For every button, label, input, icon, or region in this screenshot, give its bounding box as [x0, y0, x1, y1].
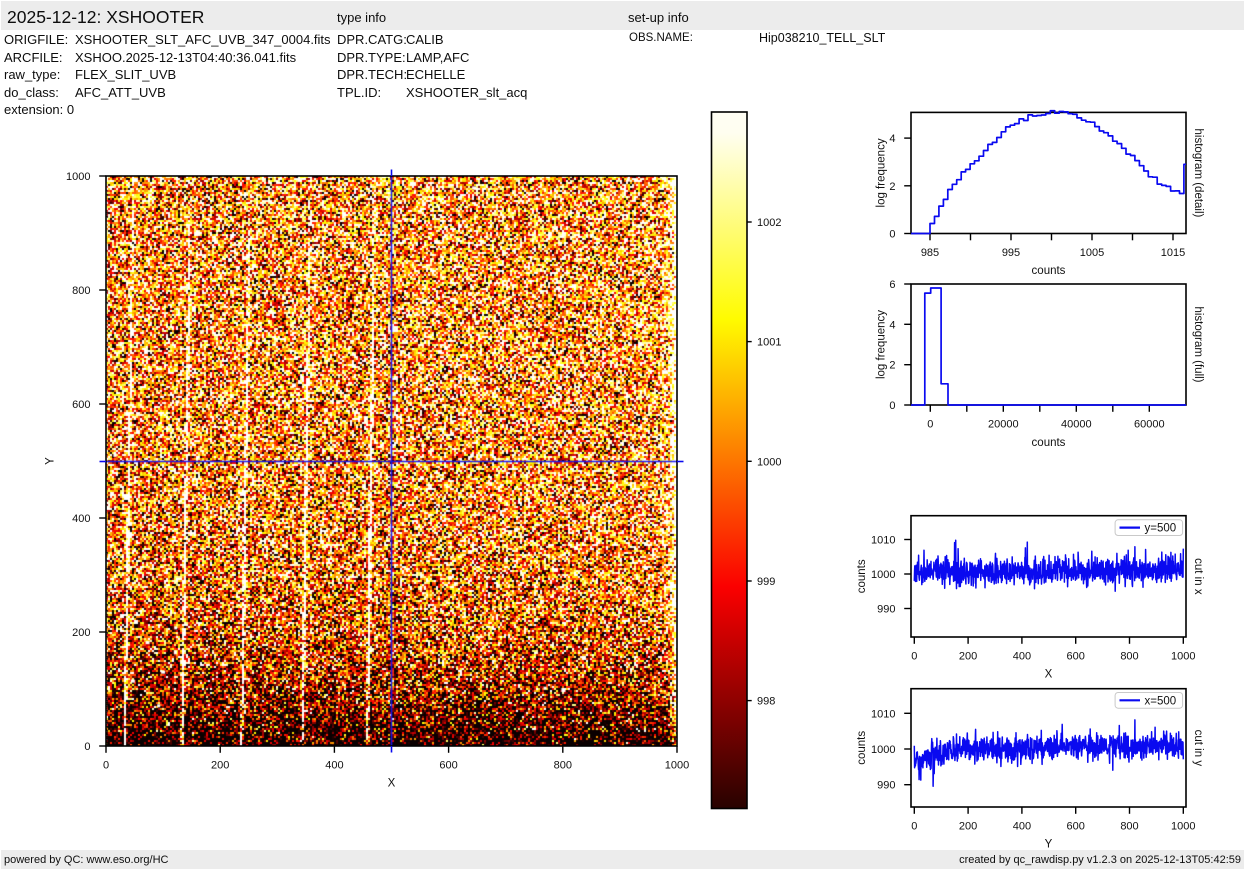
svg-text:60000: 60000 — [1134, 419, 1165, 431]
svg-text:400: 400 — [1013, 821, 1031, 833]
svg-text:1005: 1005 — [1080, 247, 1104, 259]
svg-text:0: 0 — [927, 419, 933, 431]
svg-text:990: 990 — [877, 604, 895, 616]
svg-text:0: 0 — [911, 821, 917, 833]
svg-text:600: 600 — [439, 760, 457, 772]
svg-text:4: 4 — [889, 133, 895, 145]
svg-text:800: 800 — [554, 760, 572, 772]
svg-text:cut in y: cut in y — [1192, 730, 1204, 767]
svg-text:990: 990 — [877, 780, 895, 792]
svg-text:20000: 20000 — [988, 419, 1019, 431]
svg-text:200: 200 — [211, 760, 229, 772]
svg-text:6: 6 — [889, 279, 895, 291]
svg-text:counts: counts — [856, 731, 868, 765]
svg-text:0: 0 — [84, 741, 90, 753]
svg-text:200: 200 — [72, 627, 90, 639]
svg-text:1001: 1001 — [757, 337, 781, 349]
svg-text:0: 0 — [889, 229, 895, 241]
svg-text:0: 0 — [889, 400, 895, 412]
svg-text:2: 2 — [889, 360, 895, 372]
svg-text:200: 200 — [959, 821, 977, 833]
svg-text:2: 2 — [889, 181, 895, 193]
svg-text:0: 0 — [103, 760, 109, 772]
svg-text:600: 600 — [1067, 651, 1085, 663]
svg-text:X: X — [1045, 669, 1053, 681]
svg-text:1010: 1010 — [871, 535, 895, 547]
svg-text:Y: Y — [45, 457, 57, 465]
svg-text:1000: 1000 — [1171, 821, 1195, 833]
svg-text:0: 0 — [911, 651, 917, 663]
svg-text:1000: 1000 — [665, 760, 689, 772]
svg-text:985: 985 — [921, 247, 939, 259]
svg-text:log frequency: log frequency — [876, 310, 888, 379]
svg-text:1002: 1002 — [757, 217, 781, 229]
svg-text:histogram (full): histogram (full) — [1192, 306, 1204, 382]
svg-text:1000: 1000 — [757, 456, 781, 468]
svg-text:600: 600 — [1067, 821, 1085, 833]
svg-text:800: 800 — [72, 285, 90, 297]
svg-text:counts: counts — [856, 559, 868, 593]
svg-text:log frequency: log frequency — [875, 138, 887, 207]
svg-text:cut in x: cut in x — [1192, 558, 1204, 595]
svg-text:1000: 1000 — [871, 569, 895, 581]
svg-text:counts: counts — [1032, 265, 1066, 277]
svg-text:999: 999 — [757, 576, 775, 588]
svg-text:800: 800 — [1120, 651, 1138, 663]
svg-text:histogram (detail): histogram (detail) — [1192, 129, 1204, 218]
svg-text:998: 998 — [757, 696, 775, 708]
svg-text:1015: 1015 — [1161, 247, 1185, 259]
svg-text:x=500: x=500 — [1145, 695, 1177, 707]
svg-text:400: 400 — [1013, 651, 1031, 663]
svg-text:counts: counts — [1032, 437, 1066, 449]
svg-text:400: 400 — [72, 513, 90, 525]
svg-text:600: 600 — [72, 399, 90, 411]
svg-text:995: 995 — [1002, 247, 1020, 259]
svg-text:Y: Y — [1045, 839, 1053, 851]
svg-text:1000: 1000 — [871, 744, 895, 756]
svg-text:800: 800 — [1120, 821, 1138, 833]
svg-text:1000: 1000 — [66, 171, 90, 183]
svg-text:200: 200 — [959, 651, 977, 663]
svg-text:1010: 1010 — [871, 708, 895, 720]
svg-text:X: X — [388, 778, 396, 790]
svg-text:y=500: y=500 — [1145, 523, 1177, 535]
svg-text:1000: 1000 — [1171, 651, 1195, 663]
svg-text:400: 400 — [325, 760, 343, 772]
svg-text:4: 4 — [889, 319, 895, 331]
svg-text:40000: 40000 — [1061, 419, 1092, 431]
